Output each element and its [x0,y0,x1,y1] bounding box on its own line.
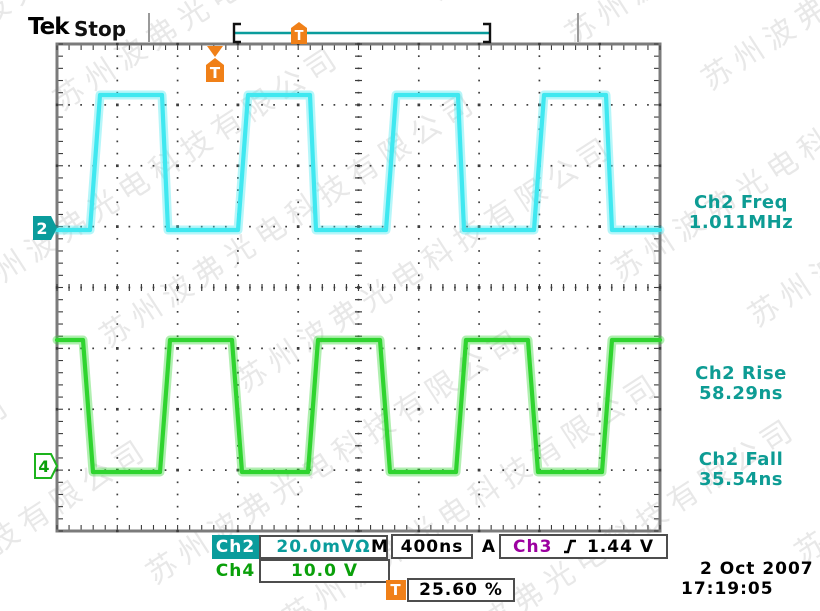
acq-bar-right-bracket [483,22,492,44]
ch4-scale-readout: 10.0 V [259,559,390,583]
rising-edge-icon [563,539,576,553]
timebase-readout: 400ns [391,534,473,559]
trigger-t-icon: T [386,580,406,600]
time-readout: 17:19:05 [681,579,774,599]
waveform-ch2-glow [52,90,665,235]
trigger-position-arrow-icon [207,46,223,57]
measurement-label: Ch2 Rise [695,363,787,384]
measurement-ch2-fall: Ch2 Fall 35.54ns [663,450,819,490]
measurement-value: 1.011MHz [688,212,794,233]
ch4-marker-label: 4 [38,457,49,476]
measurement-label: Ch2 Fall [698,449,784,470]
measurement-ch2-freq: Ch2 Freq 1.011MHz [663,193,819,233]
measurement-value: 58.29ns [699,383,783,404]
ch2-marker-label: 2 [36,219,47,238]
trigger-level: 1.44 V [586,536,654,557]
measurement-ch2-rise: Ch2 Rise 58.29ns [663,364,819,404]
acquisition-status: Stop [74,17,127,41]
acq-bar-trigger-label: T [295,29,304,44]
ch2-channel-badge: Ch2 [212,535,259,559]
ch4-channel-label: Ch4 [215,561,256,581]
timebase-prefix: M [371,537,389,557]
trigger-position-t-icon [206,58,224,82]
measurement-label: Ch2 Freq [694,192,788,213]
waveform-ch4-trace [54,337,663,475]
trigger-position-readout: 25.60 % [407,578,515,602]
tek-logo: Tek [28,14,70,40]
measurement-value: 35.54ns [699,469,783,490]
ch4-marker-icon [34,453,59,479]
menu-divider [577,13,579,42]
trigger-position-t-label: T [210,64,221,82]
acq-bar-trigger-icon [291,22,307,44]
ch2-marker-icon [33,216,57,240]
trigger-source: Ch3 [513,536,553,557]
menu-divider [148,13,150,42]
trigger-readout: Ch3 1.44 V [499,534,668,559]
ch2-scale-readout: 20.0mVΩ [259,535,388,559]
waveform-ch2-trace [54,92,663,233]
acq-bar-left-bracket [232,22,241,44]
trigger-prefix: A [481,537,497,557]
date-readout: 2 Oct 2007 [700,559,814,579]
